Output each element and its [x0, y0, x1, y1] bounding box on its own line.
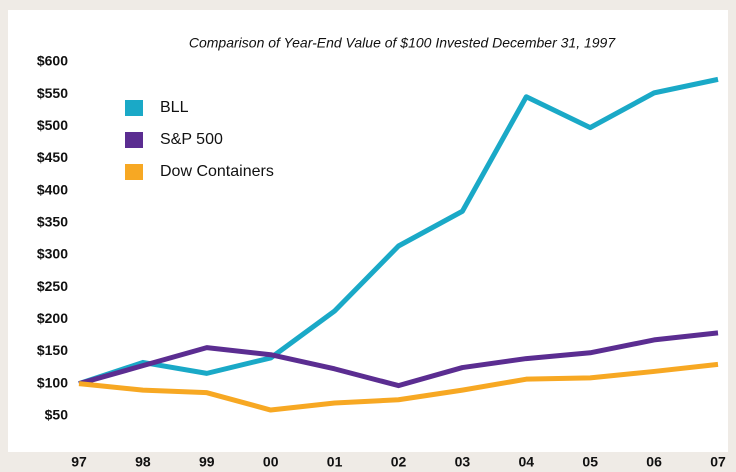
y-tick-label: $400	[37, 181, 68, 197]
y-tick-label: $100	[37, 374, 68, 390]
x-tick-label: 04	[519, 454, 535, 470]
y-tick-label: $450	[37, 149, 68, 165]
series-line	[78, 76, 719, 387]
x-tick-label: 00	[263, 454, 279, 470]
chart-title: Comparison of Year-End Value of $100 Inv…	[189, 35, 616, 51]
y-tick-label: $550	[37, 85, 68, 101]
x-tick-label: 98	[135, 454, 151, 470]
x-tick-label: 07	[710, 454, 726, 470]
y-tick-label: $250	[37, 278, 68, 294]
y-tick-label: $50	[45, 407, 69, 423]
legend-label: S&P 500	[160, 131, 223, 148]
y-tick-label: $350	[37, 214, 68, 230]
x-tick-label: 01	[327, 454, 343, 470]
x-tick-label: 99	[199, 454, 215, 470]
legend-swatch	[125, 100, 143, 116]
x-tick-label: 03	[455, 454, 471, 470]
y-tick-label: $500	[37, 117, 68, 133]
x-tick-label: 97	[71, 454, 87, 470]
legend-label: BLL	[160, 99, 189, 116]
y-tick-label: $600	[37, 53, 68, 69]
x-tick-label: 02	[391, 454, 407, 470]
legend-swatch	[125, 164, 143, 180]
series-line	[78, 361, 719, 413]
y-tick-label: $150	[37, 342, 68, 358]
y-tick-label: $200	[37, 310, 68, 326]
legend-label: Dow Containers	[160, 163, 274, 180]
x-tick-label: 06	[646, 454, 662, 470]
y-tick-label: $300	[37, 246, 68, 262]
series-line	[78, 330, 719, 389]
x-tick-label: 05	[582, 454, 598, 470]
legend-swatch	[125, 132, 143, 148]
